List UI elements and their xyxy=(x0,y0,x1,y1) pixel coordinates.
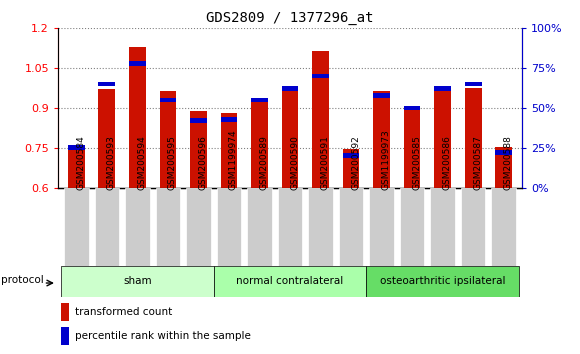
Text: GSM200589: GSM200589 xyxy=(259,135,269,190)
Bar xyxy=(373,91,390,188)
FancyBboxPatch shape xyxy=(430,188,455,266)
FancyBboxPatch shape xyxy=(309,188,333,266)
FancyBboxPatch shape xyxy=(125,188,150,266)
FancyBboxPatch shape xyxy=(339,188,363,266)
Text: GSM1199973: GSM1199973 xyxy=(382,129,390,190)
FancyBboxPatch shape xyxy=(95,188,119,266)
Bar xyxy=(465,88,481,188)
Bar xyxy=(61,303,69,321)
Bar xyxy=(495,147,512,188)
Bar xyxy=(220,117,237,121)
Bar xyxy=(495,150,512,155)
FancyBboxPatch shape xyxy=(213,266,367,297)
Bar xyxy=(129,47,146,188)
Bar xyxy=(312,74,329,79)
Text: GSM1199974: GSM1199974 xyxy=(229,129,238,190)
Bar xyxy=(373,93,390,98)
Text: GSM200588: GSM200588 xyxy=(503,135,513,190)
Text: GSM200584: GSM200584 xyxy=(77,135,85,190)
Text: percentile rank within the sample: percentile rank within the sample xyxy=(75,331,251,341)
Bar xyxy=(160,91,176,188)
Text: protocol: protocol xyxy=(1,275,44,285)
FancyBboxPatch shape xyxy=(155,188,180,266)
FancyBboxPatch shape xyxy=(367,266,519,297)
Text: GSM200591: GSM200591 xyxy=(321,135,329,190)
Bar xyxy=(160,98,176,102)
Text: osteoarthritic ipsilateral: osteoarthritic ipsilateral xyxy=(380,276,505,286)
Bar xyxy=(99,90,115,188)
Text: GSM200594: GSM200594 xyxy=(137,135,146,190)
Bar xyxy=(68,145,85,150)
FancyBboxPatch shape xyxy=(247,188,271,266)
Text: GSM200593: GSM200593 xyxy=(107,135,116,190)
Bar xyxy=(61,326,69,345)
Bar xyxy=(343,149,360,188)
Text: GDS2809 / 1377296_at: GDS2809 / 1377296_at xyxy=(206,11,374,25)
Bar xyxy=(404,107,420,188)
Bar xyxy=(465,82,481,86)
Text: GSM200596: GSM200596 xyxy=(198,135,208,190)
Bar xyxy=(68,148,85,188)
Text: GSM200592: GSM200592 xyxy=(351,135,360,190)
FancyBboxPatch shape xyxy=(491,188,516,266)
FancyBboxPatch shape xyxy=(369,188,394,266)
Bar xyxy=(220,113,237,188)
Text: GSM200586: GSM200586 xyxy=(443,135,452,190)
Bar xyxy=(190,118,207,123)
Bar xyxy=(343,153,360,158)
Text: GSM200585: GSM200585 xyxy=(412,135,421,190)
Text: GSM200590: GSM200590 xyxy=(290,135,299,190)
Text: GSM200587: GSM200587 xyxy=(473,135,482,190)
Bar xyxy=(129,61,146,66)
Bar xyxy=(282,86,298,91)
FancyBboxPatch shape xyxy=(461,188,485,266)
Text: GSM200595: GSM200595 xyxy=(168,135,177,190)
FancyBboxPatch shape xyxy=(400,188,425,266)
Text: sham: sham xyxy=(123,276,152,286)
Bar xyxy=(251,99,268,188)
Bar xyxy=(434,86,451,91)
Text: transformed count: transformed count xyxy=(75,307,172,317)
Bar xyxy=(404,105,420,110)
FancyBboxPatch shape xyxy=(278,188,302,266)
Bar xyxy=(190,110,207,188)
Bar xyxy=(99,82,115,86)
Bar xyxy=(312,51,329,188)
Bar xyxy=(251,98,268,102)
Text: normal contralateral: normal contralateral xyxy=(237,276,343,286)
Bar xyxy=(282,91,298,188)
FancyBboxPatch shape xyxy=(64,188,89,266)
FancyBboxPatch shape xyxy=(217,188,241,266)
FancyBboxPatch shape xyxy=(61,266,213,297)
Bar xyxy=(434,91,451,188)
FancyBboxPatch shape xyxy=(186,188,211,266)
